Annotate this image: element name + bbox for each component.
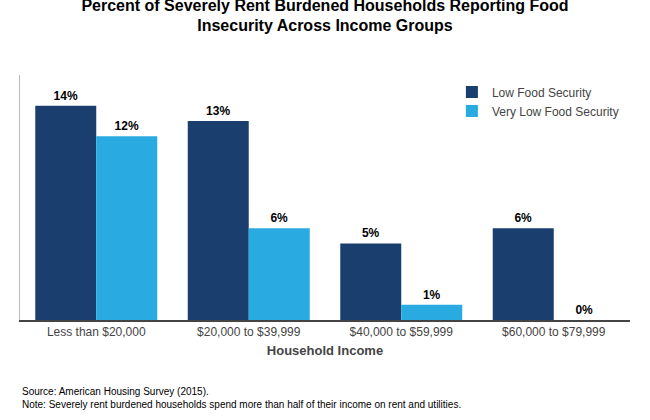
svg-text:6%: 6% bbox=[514, 211, 532, 225]
svg-text:Low Food Security: Low Food Security bbox=[492, 86, 591, 100]
svg-text:$20,000 to $39,999: $20,000 to $39,999 bbox=[197, 325, 301, 339]
svg-text:12%: 12% bbox=[115, 119, 139, 133]
svg-text:14%: 14% bbox=[54, 89, 78, 103]
svg-text:13%: 13% bbox=[206, 104, 230, 118]
svg-text:Percent of Severely Rent Burde: Percent of Severely Rent Burdened Househ… bbox=[81, 0, 568, 34]
svg-text:0%: 0% bbox=[575, 303, 593, 317]
svg-text:6%: 6% bbox=[270, 211, 288, 225]
svg-text:Less than $20,000: Less than $20,000 bbox=[47, 325, 146, 339]
svg-text:Household Income: Household Income bbox=[267, 343, 383, 358]
svg-text:5%: 5% bbox=[362, 226, 380, 240]
svg-text:Very Low Food Security: Very Low Food Security bbox=[492, 105, 619, 119]
svg-text:$60,000 to $79,999: $60,000 to $79,999 bbox=[502, 325, 606, 339]
svg-text:Source: American Housing Surve: Source: American Housing Survey (2015).N… bbox=[22, 386, 461, 410]
svg-text:1%: 1% bbox=[423, 288, 441, 302]
svg-text:$40,000 to $59,999: $40,000 to $59,999 bbox=[350, 325, 454, 339]
